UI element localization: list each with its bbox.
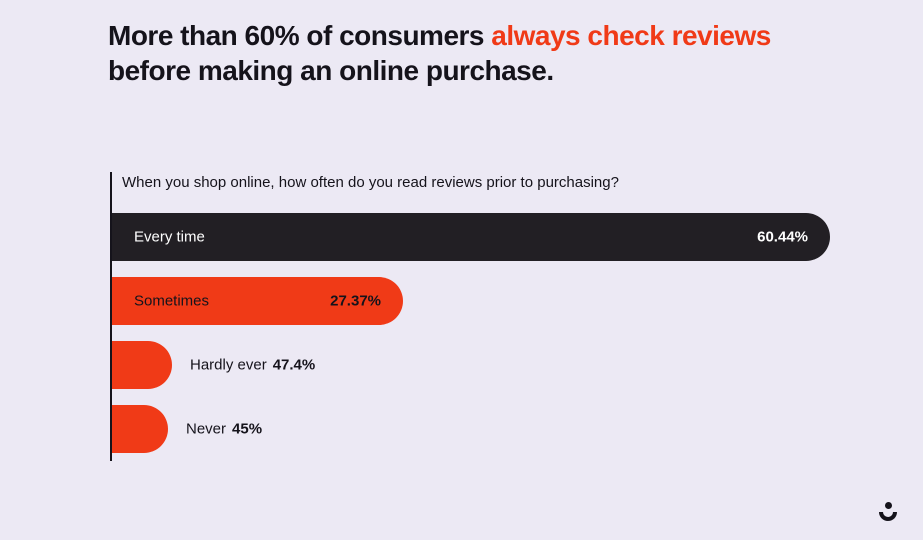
bar-percent: 60.44% xyxy=(757,229,808,246)
reviews-bar-chart: When you shop online, how often do you r… xyxy=(110,172,830,461)
headline-accent: always check reviews xyxy=(491,20,771,51)
bar-text-outside: Never 45% xyxy=(186,421,262,438)
bar-row: Never 45% xyxy=(112,405,830,453)
bar-label: Hardly ever xyxy=(190,357,267,374)
bar-text-outside: Hardly ever 47.4% xyxy=(190,357,315,374)
headline-before: More than 60% of consumers xyxy=(108,20,491,51)
bar: Every time 60.44% xyxy=(112,213,830,261)
bar-percent: 27.37% xyxy=(330,293,381,310)
bar xyxy=(112,405,168,453)
bar-label: Every time xyxy=(134,229,205,246)
bar: Sometimes 27.37% xyxy=(112,277,403,325)
bar-label: Sometimes xyxy=(134,293,209,310)
chart-question: When you shop online, how often do you r… xyxy=(122,172,830,197)
bar-row: Hardly ever 47.4% xyxy=(112,341,830,389)
bar-row: Sometimes 27.37% xyxy=(112,277,830,325)
bar-row: Every time 60.44% xyxy=(112,213,830,261)
brand-smile-icon xyxy=(879,502,897,522)
bar-label: Never xyxy=(186,421,226,438)
headline: More than 60% of consumers always check … xyxy=(108,18,828,88)
bar xyxy=(112,341,172,389)
chart-bars: Every time 60.44% Sometimes 27.37% Hardly ev… xyxy=(112,213,830,453)
bar-percent: 45% xyxy=(232,421,262,438)
bar-percent: 47.4% xyxy=(273,357,316,374)
headline-after: before making an online purchase. xyxy=(108,55,554,86)
